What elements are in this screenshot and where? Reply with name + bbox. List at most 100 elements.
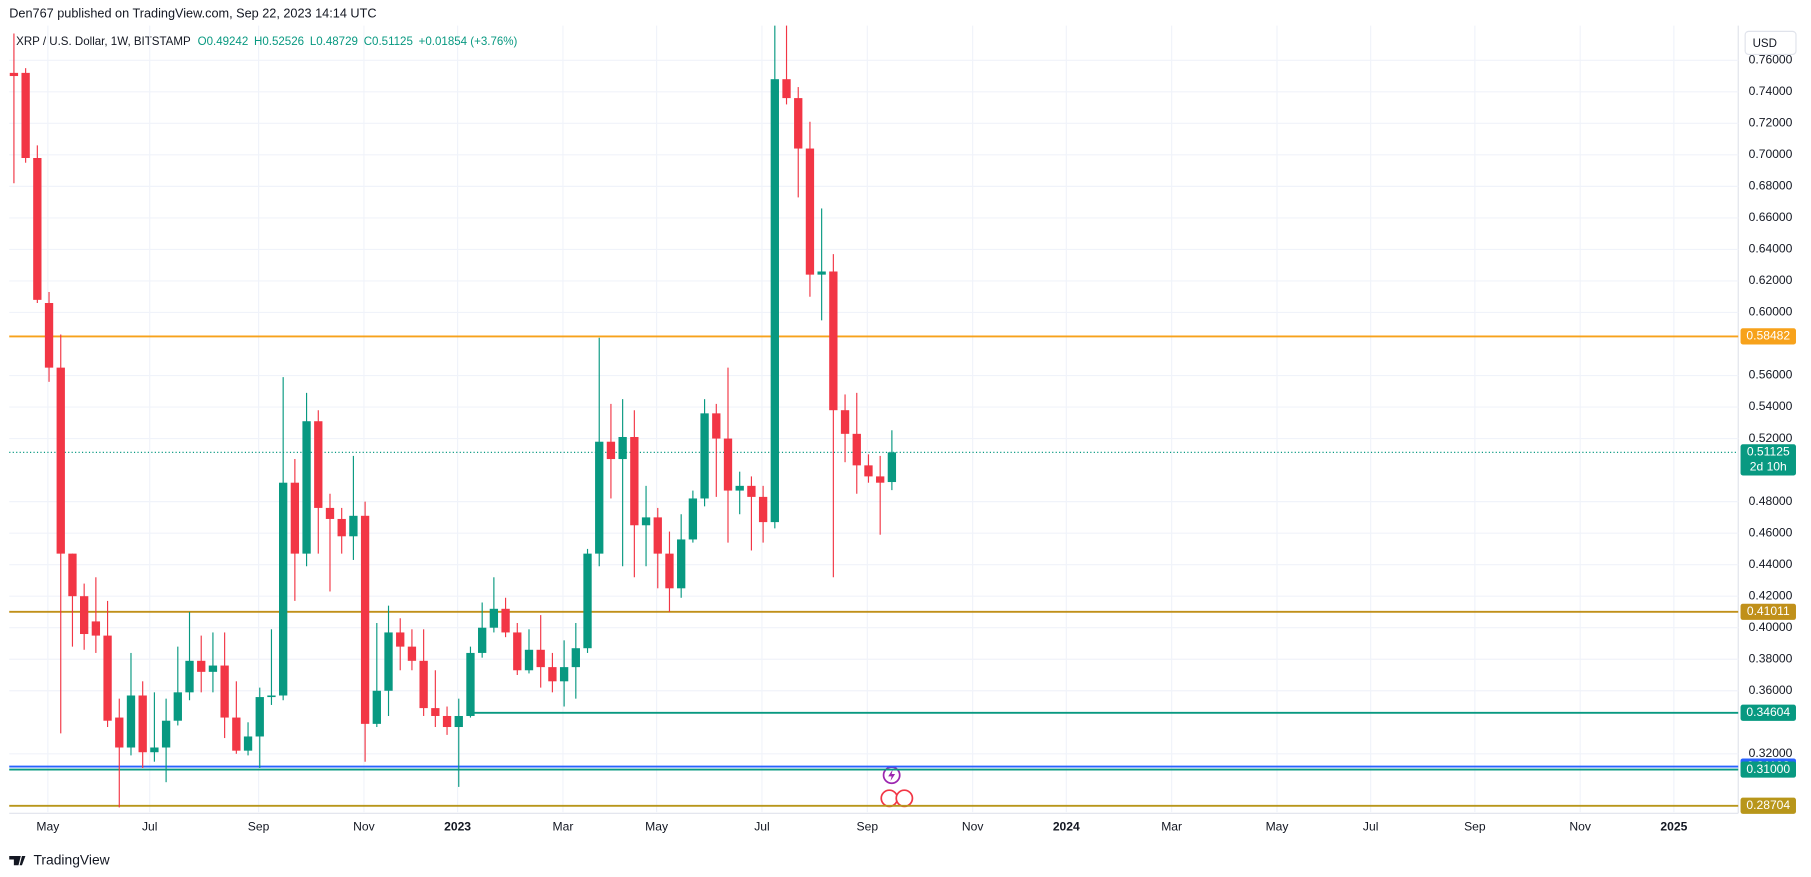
candle-body [325,507,335,519]
y-tick-label: 0.72000 [1749,116,1793,130]
candle-body [232,717,241,751]
y-tick-label: 0.54000 [1749,399,1793,413]
y-tick-label: 0.42000 [1749,588,1793,602]
candle-body [21,72,30,158]
candle-body [606,441,616,460]
candle-body [665,553,674,589]
candle-body [126,695,136,748]
level-label: 0.58482 [1746,329,1790,343]
candle-body [454,715,463,728]
x-tick-label: Sep [248,819,270,833]
candle-body [161,720,171,748]
candle-body [571,648,580,668]
y-tick-label: 0.44000 [1749,557,1793,571]
candle-body [290,482,300,554]
candle-body [770,79,779,523]
candle-body [138,695,147,753]
candles [9,25,897,808]
candle-body [817,271,826,275]
y-tick-label: 0.52000 [1749,431,1793,445]
candle-body [396,632,405,647]
candle-body [173,692,182,721]
legend: O0.49242 H0.52526 L0.48729 C0.51125 +0.01854… [198,36,518,48]
levels: 0.584820.410110.346040.311930.310000.287… [9,328,1796,814]
y-tick-label: 0.62000 [1749,273,1793,287]
y-tick-label: 0.68000 [1749,179,1793,193]
candle-body [208,665,218,672]
y-tick-label: 0.66000 [1749,210,1793,224]
symbol-title: XRP / U.S. Dollar, 1W, BITSTAMP [16,36,191,48]
candle-body [559,667,569,682]
legend-value: H0.52526 [254,36,304,48]
x-tick-label: Mar [1161,819,1182,833]
y-tick-label: 0.74000 [1749,84,1793,98]
y-tick-label: 0.36000 [1749,683,1793,697]
candle-body [384,632,393,691]
candle-body [466,652,475,716]
event-icon[interactable] [895,789,914,808]
x-tick-label: Nov [962,819,984,833]
candle-body [80,596,89,635]
candle-body [805,148,815,275]
candle-body [501,608,510,633]
candle-body [887,452,897,483]
y-tick-label: 0.48000 [1749,494,1793,508]
candle-body [360,515,370,724]
x-tick-label: Jul [142,819,157,833]
x-tick-label: Sep [857,819,879,833]
x-tick-label: Nov [353,819,375,833]
x-tick-label: Jul [754,819,769,833]
candle-body [735,485,744,491]
candle-body [115,717,124,748]
candle-body [302,421,311,554]
candle-body [243,736,253,751]
y-tick-label: 0.38000 [1749,651,1793,665]
candle-body [220,665,229,718]
x-tick-label: May [645,819,669,833]
candle-body [103,635,112,721]
candle-body [33,157,42,300]
candle-body [44,303,54,368]
candle-body [758,496,768,523]
last-price-label: 0.51125 [1747,445,1790,459]
candle-body [372,690,381,724]
level-label: 0.41011 [1747,604,1790,618]
candle-body [478,627,487,653]
currency: USD [1753,38,1777,50]
candle-body [255,697,264,737]
x-tick-label: 2024 [1053,819,1080,833]
event-icon[interactable] [880,789,899,808]
candle-body [747,485,756,497]
candle-body [583,553,592,649]
x-tick-label: Jul [1363,819,1378,833]
candle-body [630,436,639,526]
event-icon-glyph [888,769,896,781]
candle-body [677,539,686,589]
candle-body [56,367,65,554]
candle-body [489,608,499,628]
candle-body [829,271,838,411]
level-label: 0.28704 [1746,798,1790,812]
level-label-bg [1740,704,1796,721]
attribution: Den767 published on TradingView.com, Sep… [9,6,376,20]
level-label-bg [1740,797,1796,814]
candle-body [840,410,850,434]
candle-body [419,660,428,709]
level-label: 0.34604 [1746,705,1790,719]
candle-body [794,98,803,149]
candle-body [688,498,698,540]
grid [9,25,1739,813]
y-tick-label: 0.46000 [1749,525,1793,539]
candle-body [700,413,709,499]
candle-body [407,646,417,661]
candle-body [618,436,627,460]
candle-body [641,517,651,526]
x-tick-label: May [1266,819,1290,833]
level-label: 0.31000 [1746,762,1790,776]
candle-body [431,708,440,716]
countdown: 2d 10h [1750,460,1787,474]
currency-button[interactable] [1744,30,1797,56]
candle-body [536,649,545,668]
